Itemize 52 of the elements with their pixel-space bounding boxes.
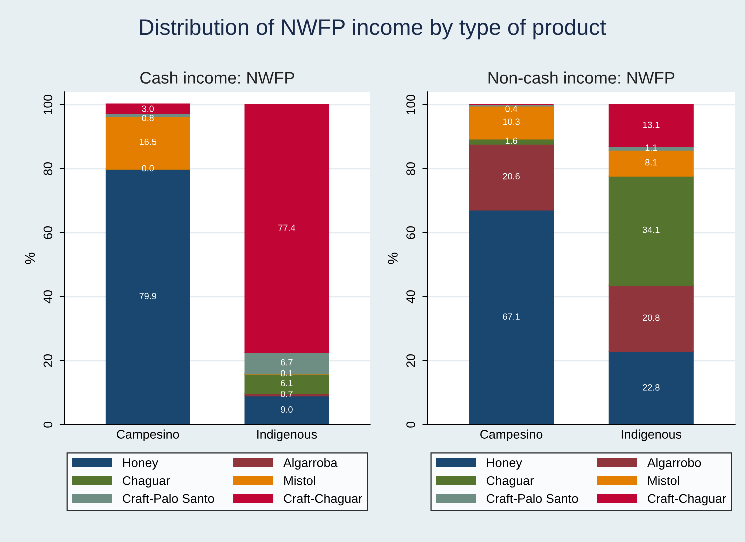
- y-tick-label: 40: [44, 290, 53, 304]
- legend-label: Chaguar: [486, 476, 534, 488]
- y-axis-title: %: [388, 252, 398, 264]
- x-tick-label: Campesino: [480, 430, 543, 442]
- y-tick-label: 80: [406, 162, 416, 176]
- legend-label: Algarrobo: [647, 458, 702, 470]
- x-tick-label: Indigenous: [622, 430, 682, 442]
- legend-label: Chaguar: [123, 476, 170, 488]
- y-tick-label: 60: [44, 226, 53, 240]
- data-label: 1.6: [506, 138, 518, 144]
- legend-label: Mistol: [284, 476, 316, 486]
- data-label: 0.7: [281, 391, 293, 398]
- data-label: 8.1: [646, 159, 658, 166]
- chart-title: Non-cash income: NWFP: [488, 72, 675, 84]
- legend-label: Mistol: [648, 476, 680, 486]
- y-tick-label: 100: [406, 95, 416, 114]
- y-tick-label: 100: [44, 95, 53, 114]
- x-tick-label: Indigenous: [258, 430, 318, 442]
- y-tick-label: 0: [44, 422, 53, 428]
- data-label: 34.1: [642, 226, 660, 234]
- y-tick-label: 20: [406, 354, 416, 368]
- data-label: 20.6: [503, 173, 520, 180]
- legend-label: Craft-Palo Santo: [486, 494, 578, 504]
- legend-label: Algarroba: [284, 458, 338, 470]
- legend-label: Honey: [123, 458, 158, 470]
- y-axis-title: %: [25, 252, 36, 264]
- y-tick-label: 40: [406, 290, 416, 304]
- data-label: 6.1: [281, 380, 293, 387]
- data-label: 16.5: [140, 138, 157, 146]
- data-label: 0.8: [142, 115, 154, 122]
- y-tick-label: 0: [406, 422, 416, 428]
- legend-label: Craft-Palo Santo: [123, 494, 214, 504]
- data-label: 13.1: [643, 122, 660, 128]
- y-tick-label: 20: [44, 354, 53, 368]
- text: Distribution of NWFP income by type of product: [140, 18, 606, 40]
- y-tick-label: 80: [44, 162, 53, 176]
- data-label: 20.8: [643, 314, 660, 322]
- chart-title: Cash income: NWFP: [140, 72, 294, 84]
- data-label: 79.9: [140, 293, 156, 300]
- x-tick-label: Campesino: [117, 430, 180, 442]
- data-label: 67.1: [503, 314, 520, 320]
- legend-label: Craft-Chaguar: [284, 494, 363, 506]
- data-label: 77.4: [278, 224, 296, 232]
- data-label: 22.8: [643, 384, 660, 391]
- data-label: 3.0: [142, 106, 154, 112]
- data-label: 10.3: [503, 118, 520, 126]
- legend-label: Honey: [487, 458, 522, 470]
- data-label: 0.4: [506, 106, 518, 112]
- y-tick-label: 60: [406, 226, 416, 240]
- legend-label: Craft-Chaguar: [648, 494, 726, 506]
- data-label: 6.7: [281, 359, 293, 366]
- data-label: 9.0: [281, 406, 293, 413]
